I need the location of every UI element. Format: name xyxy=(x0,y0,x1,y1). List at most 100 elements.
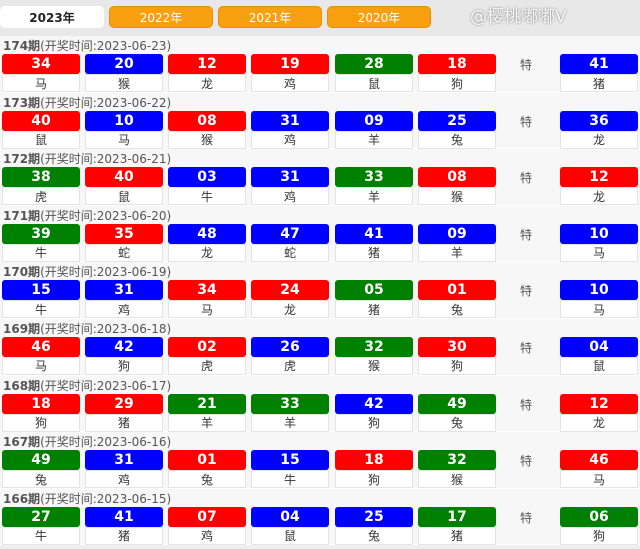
ball-number: 26 xyxy=(251,336,329,357)
ball: 31 鸡 xyxy=(85,280,163,319)
ball: 12 龙 xyxy=(168,54,246,92)
draw-title: 173期(开奖时间:2023-06-22) xyxy=(0,96,640,111)
ball-number: 12 xyxy=(560,393,638,414)
tab-2023[interactable]: 2023年 xyxy=(0,6,104,28)
draw-time: (开奖时间:2023-06-17) xyxy=(40,378,172,393)
ball: 09 羊 xyxy=(418,223,496,262)
ball: 07 鸡 xyxy=(168,506,246,545)
ball: 31 鸡 xyxy=(85,450,163,489)
zodiac: 蛇 xyxy=(251,243,329,262)
ball: 15 牛 xyxy=(2,280,80,319)
ball-number: 49 xyxy=(418,393,496,414)
zodiac: 龙 xyxy=(560,413,638,432)
zodiac: 兔 xyxy=(335,526,413,545)
zodiac: 猪 xyxy=(85,413,163,432)
ball-number: 36 xyxy=(560,110,638,131)
ball-number: 01 xyxy=(168,450,246,471)
zodiac: 狗 xyxy=(2,413,80,432)
balls: 34 马 20 猴 12 龙 19 鸡 28 鼠 18 狗特 41 猪 xyxy=(0,54,640,92)
special-label: 特 xyxy=(520,227,533,242)
special-ball: 41 猪 xyxy=(560,54,638,92)
ball: 34 马 xyxy=(168,280,246,319)
zodiac: 马 xyxy=(168,300,246,319)
ball-number: 49 xyxy=(2,450,80,471)
zodiac: 猴 xyxy=(418,470,496,489)
ball: 34 马 xyxy=(2,54,80,92)
ball-number: 05 xyxy=(335,280,413,301)
draw-time: (开奖时间:2023-06-23) xyxy=(40,39,172,53)
zodiac: 马 xyxy=(2,356,80,375)
ball: 38 虎 xyxy=(2,167,80,206)
issue-number: 170期 xyxy=(3,265,41,280)
ball: 20 猴 xyxy=(85,54,163,92)
ball-number: 07 xyxy=(168,506,246,527)
zodiac: 鸡 xyxy=(85,470,163,489)
issue-number: 169期 xyxy=(3,321,41,336)
draw-row: 169期(开奖时间:2023-06-18) 46 马 42 狗 02 虎 26 虎 32 猴 30 狗特… xyxy=(0,318,640,376)
ball-number: 04 xyxy=(560,336,638,357)
ball-number: 32 xyxy=(335,336,413,357)
ball: 10 马 xyxy=(85,110,163,149)
draw-row: 170期(开奖时间:2023-06-19) 15 牛 31 鸡 34 马 24 龙 05 猪 01 兔特… xyxy=(0,262,640,319)
ball-number: 46 xyxy=(2,336,80,357)
draw-title: 172期(开奖时间:2023-06-21) xyxy=(0,152,640,167)
tab-2021[interactable]: 2021年 xyxy=(218,6,322,28)
ball: 27 牛 xyxy=(2,506,80,545)
ball-number: 12 xyxy=(560,167,638,188)
ball: 01 兔 xyxy=(418,280,496,319)
ball: 46 马 xyxy=(2,336,80,375)
ball-number: 32 xyxy=(418,450,496,471)
draw-list: 174期(开奖时间:2023-06-23) 34 马 20 猴 12 龙 19 鸡 28 鼠 18 狗特… xyxy=(0,36,640,546)
special-ball: 12 龙 xyxy=(560,393,638,432)
ball: 42 狗 xyxy=(85,336,163,375)
zodiac: 兔 xyxy=(418,300,496,319)
tab-2020[interactable]: 2020年 xyxy=(327,6,431,28)
draw-title: 169期(开奖时间:2023-06-18) xyxy=(0,322,640,337)
zodiac: 羊 xyxy=(335,130,413,149)
zodiac: 马 xyxy=(85,130,163,149)
zodiac: 猪 xyxy=(560,74,638,92)
draw-title: 170期(开奖时间:2023-06-19) xyxy=(0,265,640,280)
ball-number: 33 xyxy=(335,167,413,188)
zodiac: 鼠 xyxy=(560,356,638,375)
ball: 40 鼠 xyxy=(2,110,80,149)
ball-number: 25 xyxy=(335,506,413,527)
ball-number: 06 xyxy=(560,506,638,527)
ball-number: 40 xyxy=(2,110,80,131)
ball: 18 狗 xyxy=(335,450,413,489)
zodiac: 狗 xyxy=(85,356,163,375)
ball-number: 31 xyxy=(85,280,163,301)
zodiac: 马 xyxy=(560,243,638,262)
ball-number: 18 xyxy=(335,450,413,471)
special-ball: 46 马 xyxy=(560,450,638,489)
zodiac: 羊 xyxy=(335,187,413,206)
special-label: 特 xyxy=(520,171,533,186)
ball-number: 41 xyxy=(85,506,163,527)
zodiac: 龙 xyxy=(251,300,329,319)
ball: 25 兔 xyxy=(335,506,413,545)
balls: 15 牛 31 鸡 34 马 24 龙 05 猪 01 兔特 10 马 xyxy=(0,280,640,319)
ball: 19 鸡 xyxy=(251,54,329,92)
draw-row: 172期(开奖时间:2023-06-21) 38 虎 40 鼠 03 牛 31 鸡 33 羊 08 猴特… xyxy=(0,149,640,206)
ball-number: 08 xyxy=(418,167,496,188)
ball-number: 15 xyxy=(2,280,80,301)
zodiac: 龙 xyxy=(168,243,246,262)
tab-2022[interactable]: 2022年 xyxy=(109,6,213,28)
zodiac: 猴 xyxy=(418,187,496,206)
zodiac: 虎 xyxy=(2,187,80,206)
ball: 15 牛 xyxy=(251,450,329,489)
ball: 29 猪 xyxy=(85,393,163,432)
balls: 39 牛 35 蛇 48 龙 47 蛇 41 猪 09 羊特 10 马 xyxy=(0,223,640,262)
ball: 48 龙 xyxy=(168,223,246,262)
zodiac: 猴 xyxy=(168,130,246,149)
zodiac: 兔 xyxy=(418,130,496,149)
ball: 09 羊 xyxy=(335,110,413,149)
issue-number: 172期 xyxy=(3,152,41,167)
ball-number: 15 xyxy=(251,450,329,471)
zodiac: 牛 xyxy=(2,526,80,545)
issue-number: 171期 xyxy=(3,208,41,223)
ball: 31 鸡 xyxy=(251,167,329,206)
ball-number: 21 xyxy=(168,393,246,414)
zodiac: 龙 xyxy=(560,187,638,206)
ball: 31 鸡 xyxy=(251,110,329,149)
